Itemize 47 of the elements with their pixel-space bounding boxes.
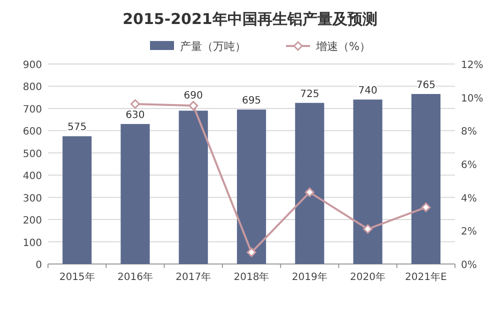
- y2-tick-label: 0%: [461, 260, 477, 271]
- point: [188, 100, 198, 110]
- data-label: 725: [300, 88, 320, 100]
- data-label: 765: [416, 80, 436, 91]
- x-tick-label: 2019年: [292, 271, 328, 283]
- legend-label: 增速（%）: [315, 40, 370, 53]
- point: [130, 99, 140, 109]
- data-label: 630: [126, 110, 145, 121]
- bar: [353, 100, 382, 264]
- y-tick-label: 900: [22, 60, 42, 71]
- bar: [120, 124, 150, 264]
- y-tick-label: 600: [22, 126, 42, 138]
- y-tick-label: 200: [22, 216, 42, 227]
- bar: [236, 110, 266, 264]
- x-tick-label: 2021年E: [405, 271, 447, 283]
- point: [363, 224, 373, 234]
- y2-tick-label: 6%: [461, 160, 477, 171]
- x-tick-label: 2015年: [59, 271, 95, 283]
- bar: [411, 94, 440, 264]
- y-tick-label: 300: [22, 193, 42, 204]
- x-tick-label: 2018年: [234, 271, 270, 283]
- chart-title: 2015-2021年中国再生铝产量及预测: [122, 10, 378, 28]
- y2-tick-label: 4%: [461, 193, 477, 204]
- data-label: 695: [242, 96, 262, 107]
- x-tick-label: 2016年: [117, 271, 153, 283]
- bar: [178, 110, 208, 264]
- y2-tick-label: 8%: [461, 126, 477, 138]
- y-tick-label: 500: [22, 148, 42, 160]
- data-label: 575: [68, 122, 87, 134]
- y-tick-label: 700: [22, 104, 42, 116]
- y-tick-label: 400: [22, 171, 42, 182]
- y2-tick-label: 2%: [461, 226, 477, 238]
- y2-tick-label: 12%: [461, 60, 484, 71]
- bar: [295, 102, 324, 264]
- y-tick-label: 0: [36, 260, 42, 271]
- legend-label: 产量（万吨）: [180, 40, 246, 53]
- x-tick-label: 2017年: [176, 271, 212, 283]
- y2-tick-label: 10%: [461, 93, 484, 104]
- point: [421, 202, 431, 212]
- data-label: 740: [358, 86, 378, 97]
- y-tick-label: 100: [22, 238, 42, 249]
- y-tick-label: 800: [22, 82, 42, 94]
- data-label: 690: [184, 90, 203, 102]
- bar: [62, 136, 92, 264]
- x-tick-label: 2020年: [350, 271, 386, 283]
- point: [246, 248, 256, 258]
- point: [304, 188, 314, 198]
